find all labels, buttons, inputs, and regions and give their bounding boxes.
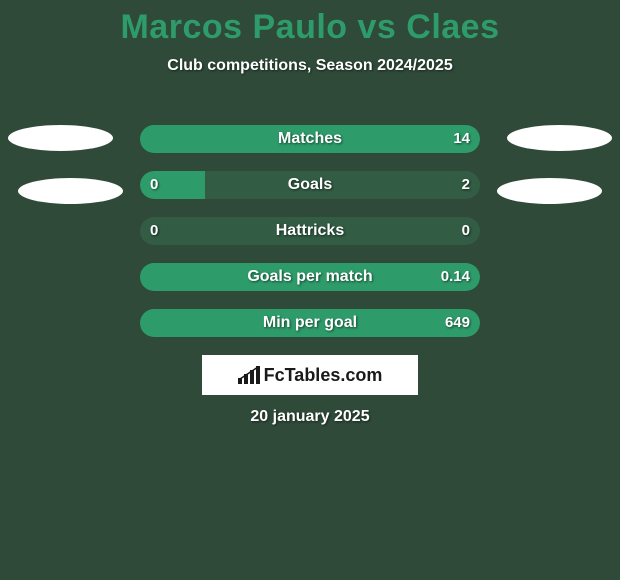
bar-value-right: 14 bbox=[453, 125, 470, 153]
player-right-ellipse-2 bbox=[497, 178, 602, 204]
infographic-container: Marcos Paulo vs Claes Club competitions,… bbox=[0, 0, 620, 580]
player-left-ellipse-2 bbox=[18, 178, 123, 204]
bar-label: Matches bbox=[140, 125, 480, 153]
bar-row-hattricks: 0 Hattricks 0 bbox=[140, 217, 480, 245]
bar-value-right: 0 bbox=[462, 217, 470, 245]
bar-row-matches: Matches 14 bbox=[140, 125, 480, 153]
bar-value-right: 0.14 bbox=[441, 263, 470, 291]
player-right-ellipse-1 bbox=[507, 125, 612, 151]
bar-row-goals: 0 Goals 2 bbox=[140, 171, 480, 199]
bar-row-min-per-goal: Min per goal 649 bbox=[140, 309, 480, 337]
logo-box: FcTables.com bbox=[202, 355, 418, 395]
bar-value-right: 2 bbox=[462, 171, 470, 199]
bar-label: Goals per match bbox=[140, 263, 480, 291]
stat-bars: Matches 14 0 Goals 2 0 Hattricks 0 Goals… bbox=[140, 125, 480, 355]
subtitle: Club competitions, Season 2024/2025 bbox=[0, 57, 620, 75]
bar-row-goals-per-match: Goals per match 0.14 bbox=[140, 263, 480, 291]
date-label: 20 january 2025 bbox=[0, 408, 620, 426]
bar-label: Min per goal bbox=[140, 309, 480, 337]
bar-chart-icon bbox=[238, 366, 260, 384]
player-left-ellipse-1 bbox=[8, 125, 113, 151]
page-title: Marcos Paulo vs Claes bbox=[0, 0, 620, 47]
bar-label: Goals bbox=[140, 171, 480, 199]
bar-label: Hattricks bbox=[140, 217, 480, 245]
logo-text: FcTables.com bbox=[264, 365, 383, 386]
bar-value-right: 649 bbox=[445, 309, 470, 337]
